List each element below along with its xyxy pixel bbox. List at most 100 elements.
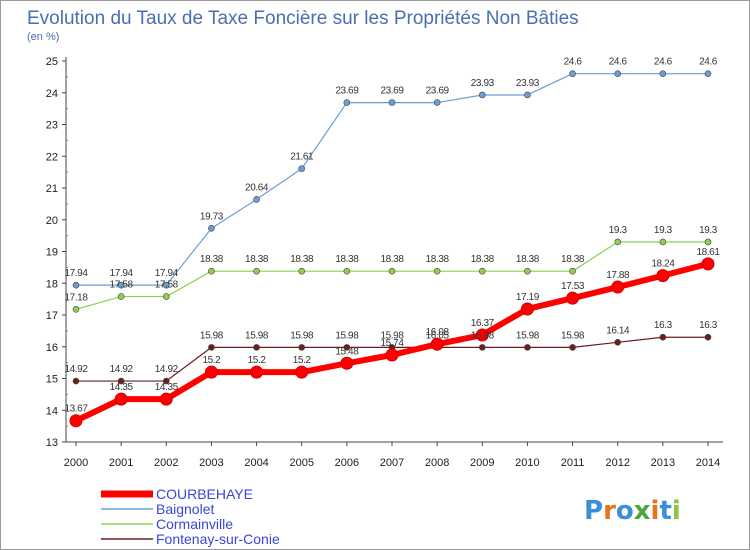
data-label-baignolet: 23.69 — [380, 86, 404, 97]
data-label-cormainville: 18.38 — [200, 254, 224, 265]
data-label-courbehaye: 17.19 — [516, 292, 540, 303]
legend-label: Baignolet — [156, 501, 214, 517]
data-label-courbehaye: 15.2 — [293, 355, 312, 366]
data-label-fontenay-sur-conie: 14.92 — [110, 364, 134, 375]
data-label-fontenay-sur-conie: 14.92 — [155, 364, 179, 375]
data-label-cormainville: 18.38 — [245, 254, 269, 265]
data-point-fontenay-sur-conie — [72, 377, 80, 385]
data-label-fontenay-sur-conie: 15.98 — [335, 330, 359, 341]
data-label-baignolet: 21.61 — [290, 152, 314, 163]
data-point-fontenay-sur-conie — [569, 344, 576, 351]
data-point-fontenay-sur-conie — [162, 377, 170, 385]
data-point-cormainville — [388, 267, 396, 275]
x-tick-label: 2004 — [244, 457, 268, 469]
data-point-courbehaye — [475, 328, 489, 342]
data-label-courbehaye: 18.24 — [651, 259, 675, 270]
logo-text: Proxiti — [584, 496, 681, 526]
data-label-courbehaye: 18.61 — [696, 247, 720, 258]
data-point-fontenay-sur-conie — [208, 344, 215, 351]
data-point-baignolet — [208, 225, 215, 232]
x-tick-label: 2001 — [109, 457, 133, 469]
data-point-courbehaye — [520, 302, 534, 316]
data-label-baignolet: 19.73 — [200, 211, 224, 222]
data-point-baignolet — [298, 165, 306, 172]
data-point-fontenay-sur-conie — [253, 344, 260, 351]
data-point-courbehaye — [69, 414, 83, 428]
data-point-fontenay-sur-conie — [298, 344, 306, 351]
y-tick-label: 25 — [46, 56, 58, 68]
data-point-cormainville — [343, 267, 351, 275]
series-cormainville — [72, 238, 712, 313]
legend-label: Fontenay-sur-Conie — [156, 531, 280, 547]
data-label-baignolet: 20.64 — [245, 182, 269, 193]
data-label-baignolet: 24.6 — [609, 57, 628, 68]
data-point-courbehaye — [340, 356, 354, 370]
data-point-cormainville — [117, 293, 125, 300]
x-tick-label: 2014 — [696, 457, 720, 469]
data-point-courbehaye — [295, 365, 309, 379]
data-label-courbehaye: 17.88 — [606, 270, 630, 281]
data-label-baignolet: 24.6 — [564, 57, 583, 68]
data-labels: 17.94 17.94 17.94 19.73 20.64 21.61 23.69 23.69… — [64, 57, 720, 415]
data-point-fontenay-sur-conie — [614, 339, 622, 346]
axes: 13 14 15 16 17 18 19 20 21 22 23 24 25 2000 2001 2002 20… — [46, 56, 723, 469]
data-point-cormainville — [72, 305, 80, 313]
data-label-cormainville: 18.38 — [426, 254, 450, 265]
y-tick-label: 22 — [46, 151, 58, 163]
y-tick-label: 18 — [46, 278, 58, 290]
data-label-courbehaye: 16.37 — [471, 318, 495, 329]
data-label-courbehaye: 14.35 — [110, 382, 134, 393]
data-point-cormainville — [524, 267, 531, 275]
legend-label: COURBEHAYE — [156, 486, 253, 502]
data-label-cormainville: 18.38 — [516, 254, 540, 265]
data-point-baignolet — [614, 70, 622, 77]
data-label-fontenay-sur-conie: 16.3 — [699, 320, 718, 331]
data-label-fontenay-sur-conie: 15.98 — [516, 330, 540, 341]
data-point-baignolet — [704, 70, 712, 77]
series-baignolet — [72, 70, 712, 289]
data-point-courbehaye — [656, 269, 670, 283]
data-point-cormainville — [162, 293, 170, 300]
data-label-fontenay-sur-conie: 14.92 — [64, 364, 88, 375]
data-label-baignolet: 23.93 — [516, 78, 540, 89]
data-point-cormainville — [478, 267, 486, 275]
data-point-courbehaye — [701, 257, 715, 271]
data-label-courbehaye: 15.74 — [380, 338, 404, 349]
data-point-fontenay-sur-conie — [117, 377, 125, 385]
data-point-courbehaye — [430, 337, 444, 351]
data-point-cormainville — [659, 238, 667, 246]
data-label-courbehaye: 15.2 — [202, 355, 221, 366]
data-label-courbehaye: 15.2 — [248, 355, 267, 366]
data-point-courbehaye — [611, 280, 625, 294]
data-point-cormainville — [298, 267, 306, 275]
data-point-baignolet — [343, 99, 351, 106]
data-label-courbehaye: 16.08 — [426, 327, 450, 338]
data-point-baignolet — [569, 70, 576, 77]
data-label-courbehaye: 17.53 — [561, 281, 585, 292]
data-point-fontenay-sur-conie — [343, 344, 351, 351]
data-label-fontenay-sur-conie: 15.98 — [561, 330, 585, 341]
data-label-fontenay-sur-conie: 15.98 — [380, 330, 404, 341]
data-point-cormainville — [569, 267, 576, 275]
data-label-cormainville: 19.3 — [654, 225, 673, 236]
y-tick-label: 19 — [46, 247, 58, 259]
proxiti-logo: Proxiti — [584, 496, 681, 526]
legend-label: Cormainville — [156, 516, 233, 532]
data-point-fontenay-sur-conie — [478, 344, 486, 351]
x-tick-label: 2009 — [470, 457, 494, 469]
data-point-cormainville — [208, 267, 215, 275]
y-tick-label: 15 — [46, 374, 58, 386]
data-point-baignolet — [433, 99, 441, 106]
data-point-baignolet — [524, 91, 531, 99]
data-point-baignolet — [478, 91, 486, 99]
data-point-baignolet — [388, 99, 396, 106]
y-tick-label: 21 — [46, 183, 58, 195]
x-tick-label: 2003 — [199, 457, 223, 469]
data-label-fontenay-sur-conie: 16.05 — [426, 330, 450, 341]
data-point-baignolet — [117, 281, 125, 289]
x-tick-label: 2008 — [425, 457, 449, 469]
data-label-cormainville: 18.38 — [380, 254, 404, 265]
data-label-cormainville: 18.38 — [335, 254, 359, 265]
data-label-fontenay-sur-conie: 16.3 — [654, 320, 673, 331]
